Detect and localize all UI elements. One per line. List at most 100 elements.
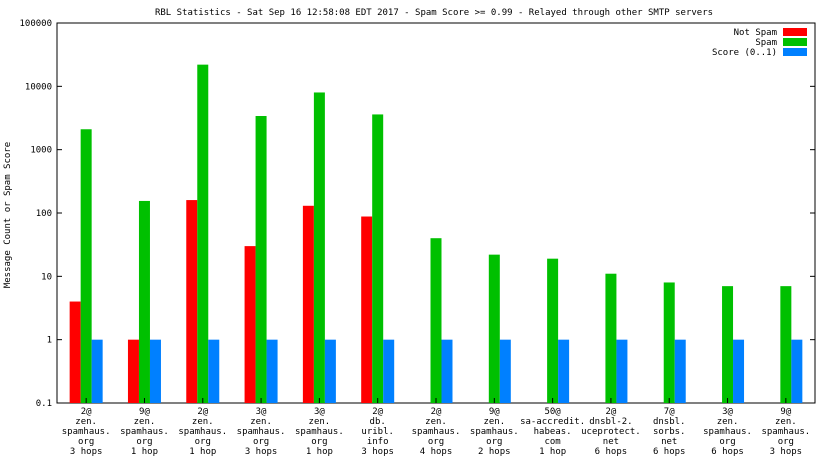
x-tick-label-line: 2@ <box>372 407 383 417</box>
x-tick-label-line: 3@ <box>314 407 325 417</box>
x-tick-label-line: net <box>661 437 677 447</box>
bar-not-spam <box>361 216 373 403</box>
x-tick-label-line: zen. <box>134 417 156 427</box>
x-tick-label-line: 1 hop <box>131 447 158 457</box>
bar-spam <box>372 114 384 403</box>
x-tick-label-line: 1 hop <box>306 447 333 457</box>
x-tick-label-line: 9@ <box>139 407 150 417</box>
x-tick-label-line: dnsbl-2. <box>589 417 632 427</box>
y-tick-label: 10000 <box>25 82 52 92</box>
legend-label: Not Spam <box>734 28 777 38</box>
x-tick-label-line: 50@ <box>544 407 561 417</box>
y-axis-label: Message Count or Spam Score <box>3 142 13 288</box>
bar-spam <box>488 254 500 403</box>
bar-score-0-1 <box>733 339 745 403</box>
x-tick-label-line: zen. <box>192 417 214 427</box>
x-tick-label-line: 9@ <box>780 407 791 417</box>
x-tick-label-line: 2 hops <box>478 447 511 457</box>
bar-score-0-1 <box>324 339 336 403</box>
x-tick-label-line: 2@ <box>81 407 92 417</box>
x-tick-label-line: 9@ <box>489 407 500 417</box>
bar-score-0-1 <box>499 339 511 403</box>
x-tick-label-line: 3 hops <box>245 447 278 457</box>
x-tick-label-line: spamhaus. <box>120 427 169 437</box>
chart-title: RBL Statistics - Sat Sep 16 12:58:08 EDT… <box>155 8 713 18</box>
x-tick-label-line: zen. <box>309 417 331 427</box>
x-tick-label-line: 1 hop <box>189 447 216 457</box>
x-tick-label-line: zen. <box>483 417 505 427</box>
bar-spam <box>780 286 792 403</box>
bar-spam <box>722 286 734 403</box>
x-tick-label: 3@ zen. spamhaus. org 1 hop <box>295 407 344 457</box>
y-tick-label: 100 <box>36 209 52 219</box>
bar-not-spam <box>244 246 256 403</box>
x-tick-label-line: 3@ <box>722 407 733 417</box>
x-tick-label-line: uribl. <box>361 427 394 437</box>
bar-not-spam <box>186 200 198 403</box>
y-tick-label: 1000 <box>30 146 52 156</box>
x-tick-label-line: spamhaus. <box>703 427 752 437</box>
x-tick-label-line: spamhaus. <box>412 427 461 437</box>
bar-score-0-1 <box>91 339 103 403</box>
x-tick-label-line: org <box>253 437 269 447</box>
x-tick-label-line: 1 hop <box>539 447 566 457</box>
x-tick-label-line: db. <box>370 417 386 427</box>
x-tick-label-line: org <box>719 437 735 447</box>
x-tick-label: 9@ zen. spamhaus. org 2 hops <box>470 407 519 457</box>
bar-score-0-1 <box>266 339 278 403</box>
x-tick-label: 50@ sa-accredit. habeas. com 1 hop <box>520 407 585 457</box>
x-tick-label-line: net <box>603 437 619 447</box>
x-tick-label-line: org <box>195 437 211 447</box>
x-tick-label-line: com <box>544 437 560 447</box>
bar-score-0-1 <box>616 339 628 403</box>
x-tick-label-line: 3 hops <box>361 447 394 457</box>
legend-swatch <box>783 48 807 56</box>
bar-score-0-1 <box>149 339 161 403</box>
bar-not-spam <box>127 339 139 403</box>
x-tick-label: 2@ zen. spamhaus. org 1 hop <box>178 407 227 457</box>
bar-spam <box>255 116 267 403</box>
legend-swatch <box>783 28 807 36</box>
bar-not-spam <box>69 301 81 403</box>
x-tick-label-line: 3@ <box>256 407 267 417</box>
x-tick-label-line: dnsbl. <box>653 417 686 427</box>
x-tick-label-line: uceprotect. <box>581 427 641 437</box>
x-tick-label-line: habeas. <box>534 427 572 437</box>
x-tick-label-line: org <box>428 437 444 447</box>
x-tick-label-line: 6 hops <box>711 447 744 457</box>
x-tick-label-line: 2@ <box>606 407 617 417</box>
x-tick-label-line: 2@ <box>197 407 208 417</box>
x-tick-label-line: zen. <box>75 417 97 427</box>
x-tick-label-line: 3 hops <box>70 447 103 457</box>
x-tick-label-line: zen. <box>775 417 797 427</box>
x-tick-label-line: zen. <box>425 417 447 427</box>
x-tick-label-line: org <box>78 437 94 447</box>
x-tick-label-line: spamhaus. <box>237 427 286 437</box>
bar-score-0-1 <box>441 339 453 403</box>
x-tick-label-line: org <box>486 437 502 447</box>
x-tick-label: 3@ zen. spamhaus. org 6 hops <box>703 407 752 457</box>
x-tick-label: 2@ db. uribl. info 3 hops <box>361 407 394 457</box>
bar-score-0-1 <box>383 339 395 403</box>
x-tick-label-line: sa-accredit. <box>520 417 585 427</box>
x-tick-label-line: org <box>778 437 794 447</box>
x-tick-label-line: sorbs. <box>653 427 686 437</box>
bar-groups <box>69 64 803 404</box>
legend-swatch <box>783 38 807 46</box>
x-tick-label-line: zen. <box>717 417 739 427</box>
bar-spam <box>663 282 675 403</box>
bar-spam <box>605 273 617 403</box>
bar-not-spam <box>302 205 314 403</box>
bar-score-0-1 <box>208 339 220 403</box>
x-tick-label-line: org <box>136 437 152 447</box>
x-tick-label-line: spamhaus. <box>295 427 344 437</box>
x-tick-label-line: 2@ <box>431 407 442 417</box>
bar-spam <box>197 64 209 404</box>
y-tick-label: 10 <box>41 272 52 282</box>
x-tick-label: 7@ dnsbl. sorbs. net 6 hops <box>653 407 686 457</box>
x-tick-label-line: spamhaus. <box>178 427 227 437</box>
x-tick-label-line: org <box>311 437 327 447</box>
x-tick-label-line: spamhaus. <box>761 427 810 437</box>
